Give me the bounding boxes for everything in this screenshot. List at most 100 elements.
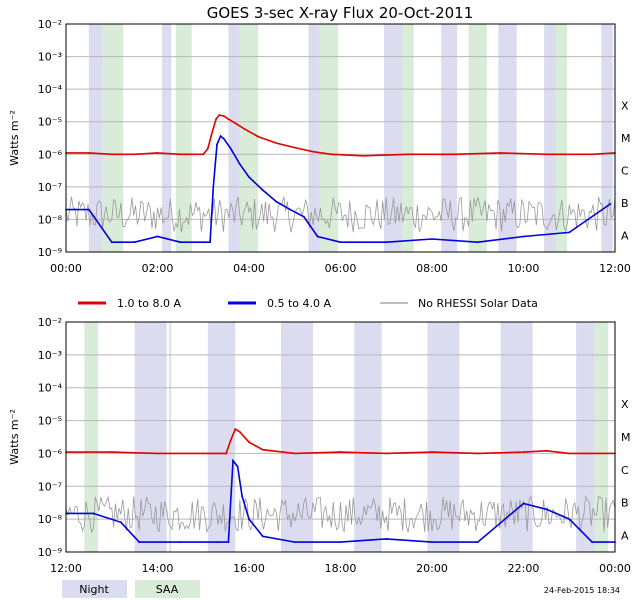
data-point [234, 122, 237, 125]
x-tick-label: 22:00 [508, 562, 540, 575]
y-tick-label: 10⁻² [38, 18, 62, 31]
night-band [281, 322, 314, 552]
data-point [275, 200, 278, 203]
data-point [568, 231, 571, 234]
data-point [87, 152, 90, 154]
data-point [339, 241, 342, 244]
data-point [87, 208, 90, 211]
x-tick-label: 16:00 [233, 562, 265, 575]
y-axis-label: Watts m⁻² [8, 110, 21, 166]
data-point [92, 512, 95, 515]
data-point [303, 215, 305, 218]
data-point [227, 541, 230, 544]
data-point [209, 241, 212, 244]
data-point [227, 118, 230, 121]
data-point [261, 448, 264, 451]
night-band [162, 24, 172, 252]
data-point [453, 153, 456, 156]
data-point [248, 176, 250, 178]
series-blue-line [66, 458, 615, 543]
data-point [312, 150, 314, 153]
data-point [212, 185, 215, 188]
data-point [215, 118, 217, 121]
y-tick-label: 10⁻² [38, 316, 62, 329]
data-point [248, 441, 250, 444]
saa-band [594, 322, 609, 552]
panel-morning: 10⁻² 10⁻³ 10⁻⁴ 10⁻⁵ 10⁻⁶ 10⁻⁷ 10⁻⁸ 10⁻⁹ Watts m⁻… [8, 18, 631, 275]
flare-class-label: M [621, 132, 631, 145]
night-band [354, 322, 382, 552]
night-band [228, 24, 240, 252]
data-point [179, 241, 182, 244]
data-point [241, 495, 244, 498]
data-point [133, 241, 136, 244]
x-tick-label: 08:00 [416, 262, 448, 275]
flare-class-label: A [621, 230, 629, 243]
data-point [202, 452, 205, 455]
data-point [229, 439, 232, 442]
y-axis-label: Watts m⁻² [8, 409, 21, 465]
x-tick-label: 00:00 [599, 562, 631, 575]
data-point [545, 153, 548, 156]
timestamp: 24-Feb-2015 18:34 [544, 586, 620, 595]
saa-band [555, 24, 567, 252]
x-tick-label: 20:00 [416, 562, 448, 575]
band-legend: Night SAA [62, 580, 200, 598]
x-tick-label: 18:00 [325, 562, 357, 575]
data-point [222, 137, 225, 140]
plot-frame [65, 23, 616, 253]
night-label: Night [79, 583, 109, 596]
saa-band [402, 24, 414, 252]
y-tick-label: 10⁻⁶ [38, 148, 63, 161]
night-band [207, 322, 236, 552]
flare-class-label: X [621, 398, 629, 411]
flare-class-label: X [621, 99, 629, 112]
data-point [275, 142, 278, 145]
data-point [218, 114, 221, 116]
data-point [202, 241, 205, 244]
data-point [431, 541, 433, 544]
data-point [257, 135, 260, 138]
data-point [248, 518, 250, 521]
night-band [498, 24, 517, 252]
data-point [110, 153, 113, 156]
data-point [110, 451, 113, 453]
legend-label: 0.5 to 4.0 A [267, 297, 332, 310]
y-tick-label: 10⁻³ [38, 51, 62, 64]
data-point [476, 541, 479, 544]
data-point [202, 153, 205, 156]
data-point [293, 452, 296, 455]
saa-band [319, 24, 339, 252]
y-tick-label: 10⁻⁷ [38, 181, 62, 194]
chart-title: GOES 3-sec X-ray Flux 20-Oct-2011 [207, 4, 474, 22]
data-point [261, 535, 264, 538]
night-swatch [62, 580, 127, 598]
x-tick-label: 02:00 [142, 262, 174, 275]
data-point [408, 153, 411, 156]
data-point [179, 541, 182, 544]
data-point [293, 146, 296, 149]
data-point [385, 452, 388, 455]
data-point [385, 241, 388, 244]
x-tick-label: 12:00 [50, 562, 82, 575]
saa-band [102, 24, 124, 252]
data-point [133, 153, 136, 156]
x-tick-label: 06:00 [325, 262, 357, 275]
data-point [591, 153, 594, 156]
data-point [261, 189, 264, 191]
y-tick-label: 10⁻⁸ [38, 213, 63, 226]
series-red-line [66, 114, 616, 157]
data-point [225, 452, 228, 455]
night-band [88, 24, 103, 252]
data-point [211, 130, 214, 133]
data-point [156, 152, 159, 154]
y-tick-label: 10⁻⁵ [38, 116, 62, 129]
data-point [236, 465, 239, 468]
saa-swatch [135, 580, 200, 598]
x-tick-label: 04:00 [233, 262, 265, 275]
night-band [576, 322, 595, 552]
data-point [431, 451, 433, 453]
data-point [219, 135, 222, 138]
data-point [522, 502, 525, 505]
